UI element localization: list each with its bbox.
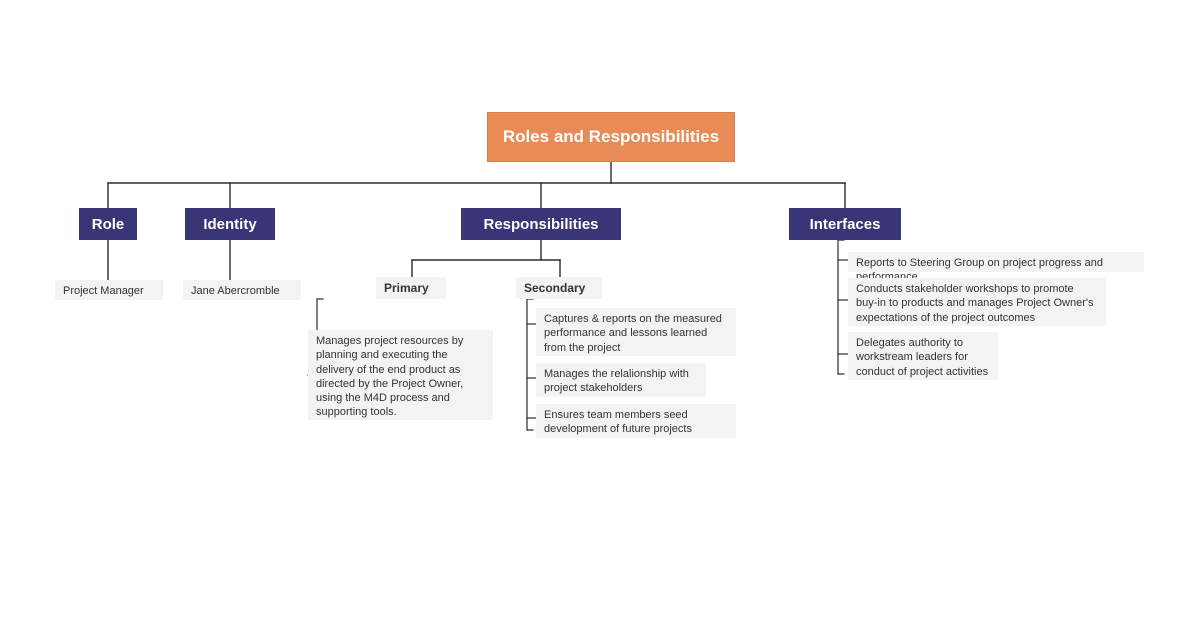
- leaf-identity-value-text: Jane Abercromble: [191, 284, 280, 298]
- leaf-primary-body-text: Manages project resources by planning an…: [316, 334, 485, 420]
- branch-identity: Identity: [185, 208, 275, 240]
- leaf-secondary-header: Secondary: [516, 277, 602, 299]
- leaf-secondary-1-text: Captures & reports on the measured perfo…: [544, 312, 728, 355]
- leaf-primary-body: Manages project resources by planning an…: [308, 330, 493, 420]
- leaf-secondary-header-text: Secondary: [524, 281, 585, 297]
- branch-identity-label: Identity: [203, 216, 256, 233]
- leaf-secondary-2: Manages the relalionship with project st…: [536, 363, 706, 397]
- leaf-role-value-text: Project Manager: [63, 284, 144, 298]
- leaf-interfaces-3: Delegates authority to workstream leader…: [848, 332, 998, 380]
- root-node: Roles and Responsibilities: [487, 112, 735, 162]
- leaf-secondary-3-text: Ensures team members seed development of…: [544, 408, 728, 437]
- branch-interfaces: Interfaces: [789, 208, 901, 240]
- branch-role: Role: [79, 208, 137, 240]
- leaf-secondary-1: Captures & reports on the measured perfo…: [536, 308, 736, 356]
- branch-responsibilities-label: Responsibilities: [483, 216, 598, 233]
- leaf-identity-value: Jane Abercromble: [183, 280, 301, 300]
- leaf-primary-header: Primary: [376, 277, 446, 299]
- leaf-primary-header-text: Primary: [384, 281, 429, 297]
- branch-interfaces-label: Interfaces: [810, 216, 881, 233]
- leaf-secondary-3: Ensures team members seed development of…: [536, 404, 736, 438]
- leaf-interfaces-2-text: Conducts stakeholder workshops to promot…: [856, 282, 1098, 325]
- root-label: Roles and Responsibilities: [503, 127, 719, 147]
- branch-responsibilities: Responsibilities: [461, 208, 621, 240]
- leaf-interfaces-2: Conducts stakeholder workshops to promot…: [848, 278, 1106, 326]
- leaf-role-value: Project Manager: [55, 280, 163, 300]
- branch-role-label: Role: [92, 216, 125, 233]
- leaf-interfaces-1: Reports to Steering Group on project pro…: [848, 252, 1144, 272]
- leaf-secondary-2-text: Manages the relalionship with project st…: [544, 367, 698, 396]
- diagram-canvas: Roles and Responsibilities Role Identity…: [0, 0, 1200, 630]
- leaf-interfaces-3-text: Delegates authority to workstream leader…: [856, 336, 990, 379]
